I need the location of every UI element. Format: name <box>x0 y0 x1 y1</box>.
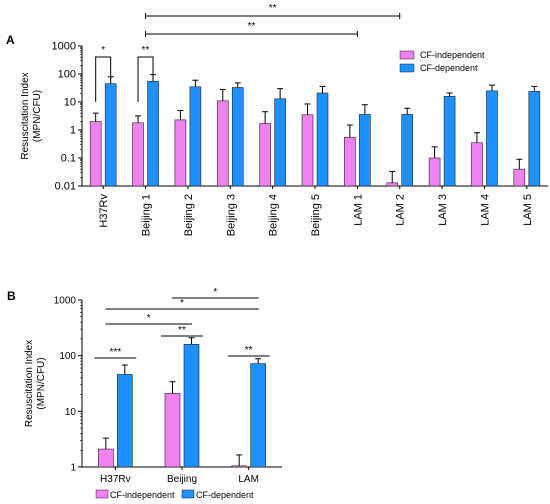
legend-label: CF-independent <box>420 50 485 60</box>
y-tick-label: 100 <box>59 351 76 362</box>
bar-cf-dependent <box>359 114 371 187</box>
y-tick-label: 100 <box>58 69 76 81</box>
bar-cf-dependent <box>401 114 414 187</box>
legend-label: CF-dependent <box>196 490 254 500</box>
bar-cf-independent <box>89 121 102 187</box>
bar-cf-dependent <box>231 87 244 187</box>
significance-label: * <box>147 313 151 324</box>
y-axis-label: Resuscitation Index(MPN/CFU) <box>20 72 43 159</box>
bar-cf-dependent <box>147 80 159 187</box>
x-tick-label: Beijing 5 <box>310 194 322 236</box>
x-tick-label: H37Rv <box>98 194 110 228</box>
significance-label: * <box>180 298 184 309</box>
y-tick-label: 1000 <box>52 41 76 53</box>
legend-swatch <box>181 489 195 499</box>
y-tick-label: 10 <box>64 97 76 109</box>
y-tick-label: 0.1 <box>61 153 76 165</box>
x-tick-label: LAM <box>238 474 259 485</box>
x-tick-label: LAM 3 <box>437 194 449 226</box>
legend-swatch <box>399 63 415 73</box>
bar-cf-dependent <box>443 95 456 187</box>
legend-label: CF-independent <box>110 490 175 500</box>
bar-cf-independent <box>513 168 526 187</box>
bar-cf-dependent <box>528 91 541 187</box>
x-tick-label: H37Rv <box>100 474 131 485</box>
chart-a: 0.01 0.1 1 10 100 1000 Resuscitation Index(MPN… <box>20 3 548 236</box>
significance-bracket <box>137 56 154 102</box>
significance-label: ** <box>142 45 150 56</box>
bar-cf-dependent <box>486 90 498 187</box>
significance-bracket <box>95 56 112 102</box>
legend-label: CF-dependent <box>420 63 478 73</box>
bar-cf-independent <box>471 142 483 187</box>
y-tick-label: 0.01 <box>55 181 76 193</box>
significance-label: ** <box>248 21 256 32</box>
significance-label: ** <box>178 325 186 336</box>
legend-a: CF-independent CF-dependent <box>399 50 485 73</box>
x-tick-label: LAM 5 <box>522 194 534 226</box>
x-tick-label: LAM 4 <box>479 194 491 226</box>
significance-label: * <box>101 45 105 56</box>
y-tick-label: 10 <box>65 407 77 418</box>
bar-cf-independent <box>164 393 181 468</box>
bar-cf-dependent <box>117 374 133 468</box>
bar-cf-independent <box>132 122 144 187</box>
significance-label: ** <box>269 3 277 14</box>
bar-cf-dependent <box>104 83 117 187</box>
panel-b-letter: B <box>7 289 16 303</box>
significance-label: *** <box>109 347 121 358</box>
y-tick-label: 1 <box>70 463 76 474</box>
bar-cf-independent <box>259 123 271 187</box>
x-tick-label: Beijing 1 <box>141 194 153 236</box>
bar-cf-independent <box>386 182 399 187</box>
legend-swatch <box>95 489 109 499</box>
significance-label: ** <box>245 345 253 356</box>
y-tick-label: 1 <box>70 125 76 137</box>
significance-label: * <box>213 287 217 298</box>
x-tick-label: Beijing 3 <box>225 194 237 236</box>
panel-a-letter: A <box>6 33 15 47</box>
x-tick-label: Beijing <box>167 474 197 485</box>
bar-cf-dependent <box>189 86 202 187</box>
bar-cf-dependent <box>316 92 329 187</box>
legend-b: CF-independent CF-dependent <box>95 489 254 500</box>
bar-cf-independent <box>174 119 187 187</box>
bar-cf-independent <box>344 136 356 187</box>
bar-cf-independent <box>98 448 114 468</box>
x-tick-label: Beijing 2 <box>183 194 195 236</box>
x-tick-label: Beijing 4 <box>268 194 280 236</box>
bar-cf-independent <box>231 465 247 468</box>
bar-cf-independent <box>301 114 314 187</box>
y-tick-label: 1000 <box>54 296 77 307</box>
y-axis-label: Resuscitation Index(MPN/CFU) <box>24 340 47 427</box>
bar-cf-dependent <box>250 363 266 468</box>
x-tick-label: LAM 1 <box>352 194 364 226</box>
bar-cf-independent <box>216 100 229 187</box>
bar-cf-independent <box>428 157 441 187</box>
x-tick-label: LAM 2 <box>395 194 407 226</box>
legend-swatch <box>399 50 415 60</box>
chart-b: 1 10 100 1000 Resuscitation Index(MPN/CFU) H3… <box>24 287 282 500</box>
bar-cf-dependent <box>183 344 200 468</box>
bar-cf-dependent <box>274 98 286 187</box>
